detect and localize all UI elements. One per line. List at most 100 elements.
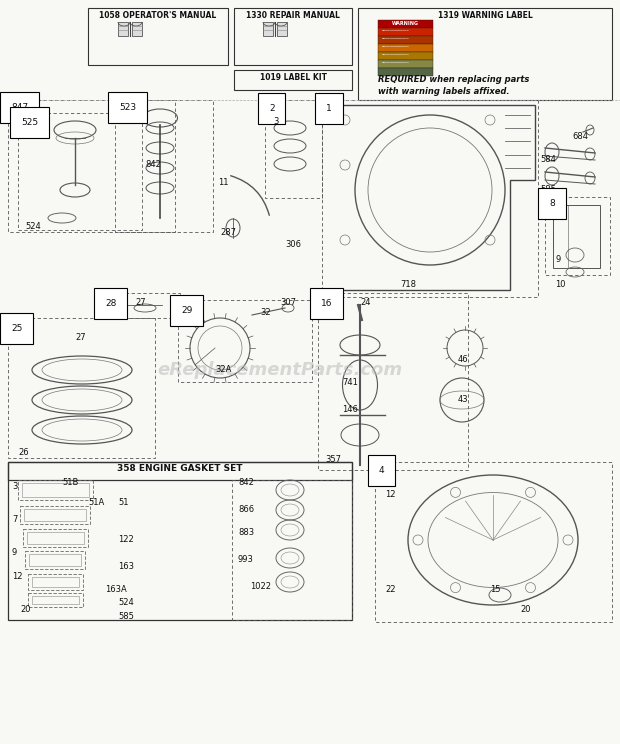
Text: 524: 524 xyxy=(118,598,134,607)
Text: 10: 10 xyxy=(555,280,565,289)
Bar xyxy=(20,506,90,524)
Bar xyxy=(277,22,287,36)
Text: 842: 842 xyxy=(145,160,161,169)
Text: 51: 51 xyxy=(118,498,128,507)
Text: 146: 146 xyxy=(342,405,358,414)
Bar xyxy=(378,28,433,36)
Text: 1019 LABEL KIT: 1019 LABEL KIT xyxy=(260,73,327,82)
Text: 12: 12 xyxy=(385,490,396,499)
Text: 28: 28 xyxy=(105,299,117,308)
Text: 306: 306 xyxy=(285,240,301,249)
Bar xyxy=(118,22,128,36)
Bar xyxy=(22,529,87,547)
Text: ─────────────: ───────────── xyxy=(381,53,409,57)
Text: 847: 847 xyxy=(11,103,28,112)
Text: 684: 684 xyxy=(572,132,588,141)
Text: 7: 7 xyxy=(12,515,17,524)
Bar xyxy=(8,318,155,458)
Text: 883: 883 xyxy=(238,528,254,537)
Text: 718: 718 xyxy=(400,280,416,289)
Text: 11: 11 xyxy=(218,178,229,187)
Text: ─────────────: ───────────── xyxy=(381,37,409,41)
Text: 307: 307 xyxy=(280,298,296,307)
Text: 1330 REPAIR MANUAL: 1330 REPAIR MANUAL xyxy=(246,11,340,20)
Text: WARNING: WARNING xyxy=(391,21,419,26)
Text: ─────────────: ───────────── xyxy=(381,29,409,33)
Bar xyxy=(545,197,610,275)
Text: 51B: 51B xyxy=(62,478,78,487)
Bar xyxy=(378,36,433,44)
Text: 525: 525 xyxy=(21,118,38,127)
Text: 585: 585 xyxy=(540,185,556,194)
Bar xyxy=(27,593,82,607)
Bar xyxy=(32,596,79,604)
Text: 25: 25 xyxy=(11,324,22,333)
Text: 20: 20 xyxy=(20,605,30,614)
Text: 2: 2 xyxy=(269,104,275,113)
Text: 27: 27 xyxy=(135,298,146,307)
Bar xyxy=(178,300,312,382)
Bar xyxy=(263,22,273,36)
Bar xyxy=(322,100,538,297)
Text: 1022: 1022 xyxy=(250,582,271,591)
Text: 51A: 51A xyxy=(88,498,104,507)
Bar xyxy=(378,68,433,76)
Text: 16: 16 xyxy=(321,299,332,308)
Text: 3: 3 xyxy=(12,482,17,491)
Text: 24: 24 xyxy=(360,298,371,307)
Bar xyxy=(88,8,228,65)
Text: 4: 4 xyxy=(379,466,384,475)
Bar xyxy=(318,293,468,470)
Bar xyxy=(378,44,433,52)
Text: 12: 12 xyxy=(12,572,22,581)
Bar xyxy=(27,574,82,590)
Text: 15: 15 xyxy=(490,585,500,594)
Bar xyxy=(378,60,433,68)
Bar xyxy=(24,509,86,521)
Text: 993: 993 xyxy=(238,555,254,564)
Text: 524: 524 xyxy=(25,222,41,231)
Bar xyxy=(234,70,352,90)
Bar xyxy=(132,22,142,36)
Bar xyxy=(115,100,213,232)
Text: 741: 741 xyxy=(342,378,358,387)
Bar xyxy=(378,52,433,60)
Text: 20: 20 xyxy=(520,605,531,614)
Bar xyxy=(234,8,352,65)
Bar xyxy=(27,532,84,544)
Bar xyxy=(25,551,85,569)
Bar xyxy=(8,462,352,480)
Text: ─────────────: ───────────── xyxy=(381,61,409,65)
Text: 9: 9 xyxy=(555,255,560,264)
Bar xyxy=(17,480,92,500)
Text: 163A: 163A xyxy=(105,585,126,594)
Bar xyxy=(32,577,79,587)
Text: 27: 27 xyxy=(75,333,86,342)
Text: REQUIRED when replacing parts
with warning labels affixed.: REQUIRED when replacing parts with warni… xyxy=(378,75,529,97)
Bar xyxy=(8,100,175,232)
Text: 1058 OPERATOR'S MANUAL: 1058 OPERATOR'S MANUAL xyxy=(99,11,216,20)
Text: 358 ENGINE GASKET SET: 358 ENGINE GASKET SET xyxy=(117,464,243,473)
Bar xyxy=(18,113,142,230)
Text: 842: 842 xyxy=(238,478,254,487)
Text: ─────────────: ───────────── xyxy=(381,45,409,49)
Text: 26: 26 xyxy=(18,448,29,457)
Bar xyxy=(8,462,352,620)
Text: eReplacementParts.com: eReplacementParts.com xyxy=(157,361,402,379)
Text: 46: 46 xyxy=(458,355,469,364)
Bar xyxy=(232,480,352,620)
Bar xyxy=(375,462,612,622)
Text: 9: 9 xyxy=(12,548,17,557)
Text: 357: 357 xyxy=(325,455,341,464)
Bar xyxy=(378,20,433,28)
Text: 3: 3 xyxy=(273,117,278,126)
Text: 1319 WARNING LABEL: 1319 WARNING LABEL xyxy=(438,11,533,20)
Text: 8: 8 xyxy=(549,199,555,208)
Text: 32: 32 xyxy=(260,308,270,317)
Text: 585: 585 xyxy=(118,612,134,621)
Bar xyxy=(22,483,89,497)
Text: 163: 163 xyxy=(118,562,134,571)
Text: 43: 43 xyxy=(458,395,469,404)
Text: 29: 29 xyxy=(181,306,192,315)
Text: 866: 866 xyxy=(238,505,254,514)
